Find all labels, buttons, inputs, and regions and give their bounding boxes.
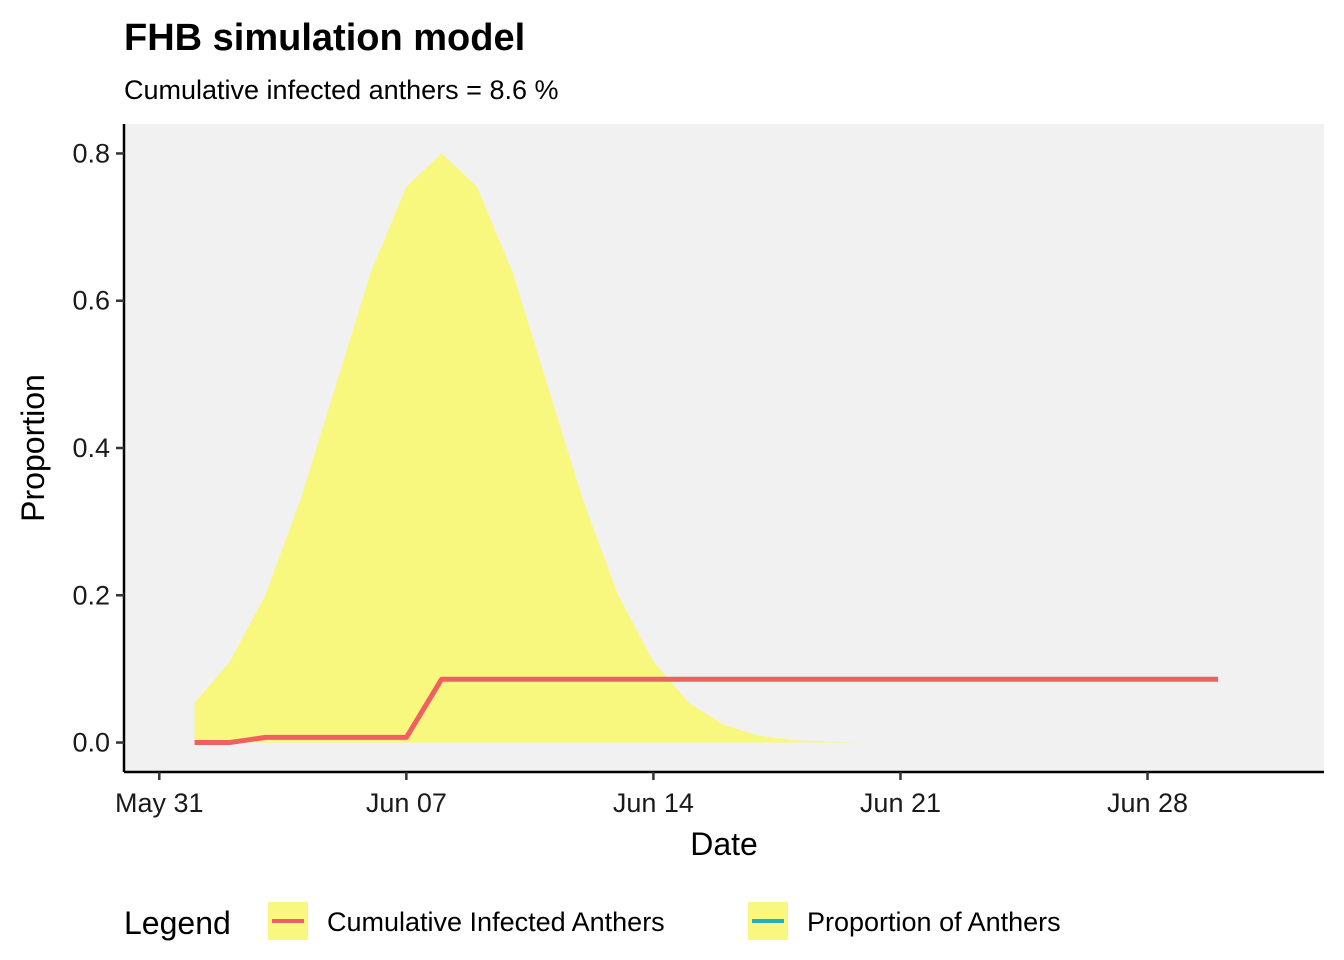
y-axis-title: Proportion (15, 374, 51, 522)
x-axis-title: Date (690, 826, 758, 862)
y-tick-label: 0.0 (72, 728, 110, 758)
x-axis-ticks: May 31 Jun 07 Jun 14 Jun 21 Jun 28 (115, 772, 1188, 818)
series-layer (194, 153, 1219, 745)
x-tick-label: Jun 14 (613, 788, 694, 818)
legend-label-proportion-of-anthers: Proportion of Anthers (807, 907, 1061, 937)
x-tick-label: Jun 21 (860, 788, 941, 818)
legend-label-cumulative-infected-anthers: Cumulative Infected Anthers (327, 907, 665, 937)
cumulative-infected-anthers-line (194, 676, 1219, 745)
y-tick-label: 0.2 (72, 580, 110, 610)
chart-subtitle: Cumulative infected anthers = 8.6 % (124, 75, 559, 105)
legend: Legend Cumulative Infected Anthers Propo… (124, 902, 1061, 941)
y-tick-label: 0.8 (72, 138, 110, 168)
x-tick-label: May 31 (115, 788, 204, 818)
legend-title: Legend (124, 905, 231, 941)
proportion-of-anthers-area (194, 153, 866, 743)
y-tick-label: 0.6 (72, 286, 110, 316)
legend-entry-proportion-of-anthers: Proportion of Anthers (748, 902, 1061, 940)
y-axis-ticks: 0.0 0.2 0.4 0.6 0.8 (72, 138, 124, 758)
x-tick-label: Jun 07 (366, 788, 447, 818)
y-tick-label: 0.4 (72, 433, 110, 463)
chart-title: FHB simulation model (124, 17, 525, 59)
legend-entry-cumulative-infected-anthers: Cumulative Infected Anthers (268, 902, 665, 940)
x-tick-label: Jun 28 (1107, 788, 1188, 818)
